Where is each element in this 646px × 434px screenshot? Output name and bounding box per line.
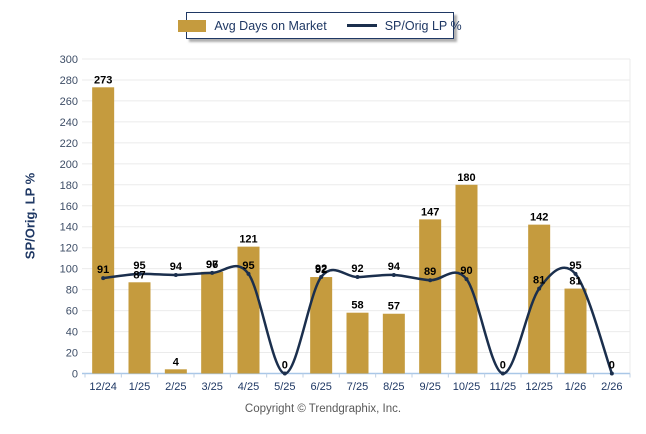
bar-3/25 [201,271,224,374]
line-value-label: 89 [424,266,436,278]
bar-7/25 [346,312,369,374]
x-tick-label: 2/25 [165,381,186,393]
x-tick-label: 8/25 [383,381,404,393]
copyright-text: Copyright © Trendgraphix, Inc. [244,403,402,415]
y-tick-label: 0 [72,369,78,381]
line-value-label: 91 [97,264,109,276]
bar-value-label: 87 [133,269,145,281]
line-marker-1/26 [573,271,578,276]
line-value-label: 95 [133,260,145,272]
bar-8/25 [382,313,405,374]
y-tick-label: 300 [60,54,78,66]
x-tick-label: 2/26 [601,381,622,393]
line-value-label: 0 [500,360,506,372]
line-value-label: 90 [460,265,472,277]
line-value-label: 92 [315,263,327,275]
bar-1/25 [128,282,151,374]
y-tick-label: 160 [60,201,78,213]
sp-orig-lp-line [103,264,614,375]
y-tick-label: 100 [60,264,78,276]
bar-value-label: 81 [569,276,581,288]
line-value-label: 81 [533,275,545,287]
bar-value-label: 4 [173,356,180,368]
line-marker-2/26 [609,371,614,376]
x-tick-label: 1/26 [565,381,586,393]
legend-bar-label: Avg Days on Market [214,18,327,33]
bar-1/26 [564,288,587,374]
line-marker-11/25 [500,371,505,376]
bar-value-label: 92 [315,264,327,276]
y-tick-label: 120 [60,243,78,255]
x-tick-label: 7/25 [347,381,368,393]
bar-value-label: 147 [421,206,439,218]
bar-6/25 [310,277,333,374]
y-tick-label: 20 [66,348,78,360]
x-tick-label: 1/25 [129,381,150,393]
y-tick-label: 40 [66,327,78,339]
line-marker-10/25 [464,277,469,282]
bar-value-label: 97 [206,259,218,271]
bar-value-label: 180 [457,172,475,184]
line-value-label: 0 [282,360,288,372]
line-marker-1/25 [137,271,142,276]
line-value-label: 94 [170,261,183,273]
legend-bar-swatch-icon [178,19,207,32]
legend: Avg Days on Market SP/Orig LP % [178,12,462,39]
bar-2/25 [164,369,187,374]
line-marker-8/25 [391,272,396,277]
y-tick-label: 60 [66,306,78,318]
line-value-label: 94 [388,261,401,273]
x-tick-label: 6/25 [310,381,331,393]
line-marker-6/25 [319,275,324,280]
y-tick-label: 140 [60,222,78,234]
x-tick-label: 3/25 [201,381,222,393]
bar-4/25 [237,246,260,374]
line-marker-12/24 [101,276,106,281]
y-tick-label: 220 [60,138,78,150]
bar-value-label: 273 [94,74,112,86]
x-tick-label: 11/25 [489,381,516,393]
line-marker-9/25 [428,278,433,283]
line-value-label: 95 [242,260,254,272]
line-marker-4/25 [246,271,251,276]
line-marker-12/25 [537,286,542,291]
line-value-label: 96 [206,259,218,271]
legend-line-label: SP/Orig LP % [384,18,462,33]
y-tick-label: 260 [60,96,78,108]
bar-9/25 [419,219,442,374]
bar-value-label: 142 [530,212,548,224]
bar-value-label: 121 [239,234,257,246]
x-tick-label: 12/25 [525,381,553,393]
y-tick-label: 80 [66,285,78,297]
x-tick-label: 4/25 [238,381,259,393]
x-tick-label: 10/25 [453,381,481,393]
legend-line-swatch-icon [346,24,377,27]
bar-value-label: 58 [351,300,363,312]
y-tick-label: 200 [60,159,78,171]
y-tick-label: 240 [60,117,78,129]
x-tick-label: 9/25 [419,381,440,393]
bar-value-label: 57 [388,301,400,313]
line-marker-5/25 [282,371,287,376]
bar-12/25 [528,224,551,374]
line-marker-7/25 [355,275,360,280]
line-value-label: 95 [569,260,581,272]
x-tick-label: 5/25 [274,381,295,393]
line-marker-2/25 [173,272,178,277]
x-tick-label: 12/24 [89,381,117,393]
line-value-label: 0 [609,360,615,372]
bar-12/24 [92,87,115,374]
line-value-label: 92 [351,263,363,275]
y-tick-label: 280 [60,75,78,87]
y-tick-label: 180 [60,180,78,192]
line-marker-3/25 [210,270,215,275]
